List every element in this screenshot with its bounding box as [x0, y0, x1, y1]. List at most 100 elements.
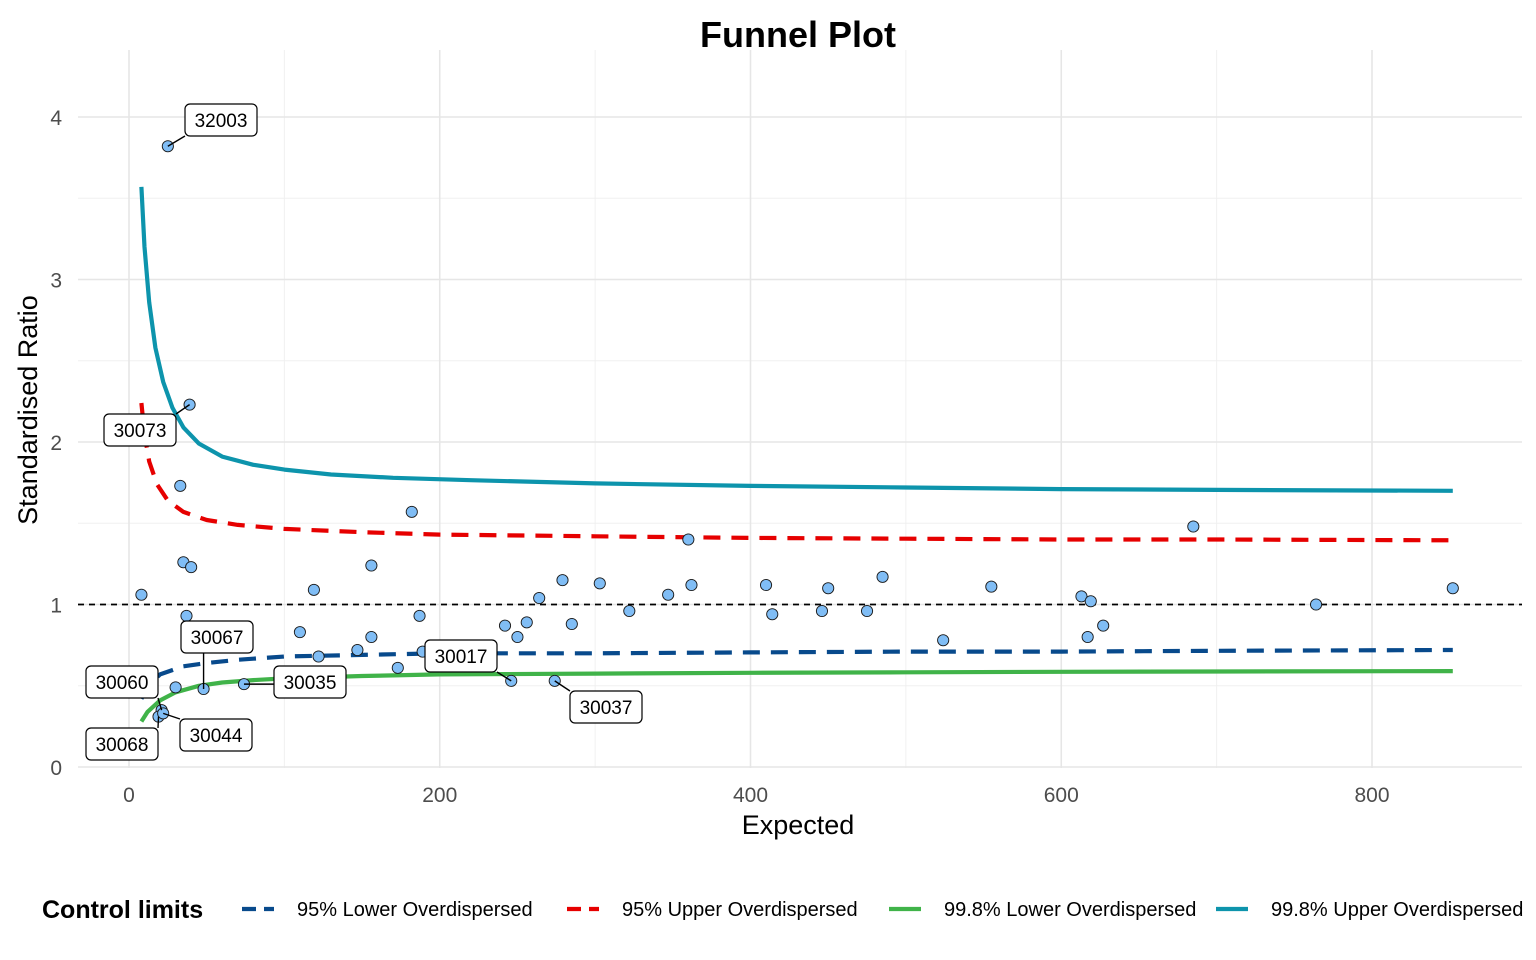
point-label-text: 30073	[114, 421, 167, 442]
grid-lines	[78, 50, 1522, 768]
point-label-text: 30035	[284, 673, 337, 694]
point-label: 32003	[184, 103, 258, 137]
data-point	[593, 577, 606, 590]
point-label-text: 30037	[580, 698, 633, 719]
point-label-box	[569, 690, 643, 724]
data-point	[766, 608, 779, 621]
point-label-box	[180, 620, 254, 654]
data-point	[822, 582, 835, 595]
data-point	[1187, 520, 1200, 533]
point-label: 30060	[85, 665, 159, 699]
label-leader-line	[162, 712, 181, 720]
data-point	[682, 533, 695, 546]
data-point	[937, 634, 950, 647]
point-labels: 32003 30073 30067 30060 30068 30044 30035 30017…	[85, 103, 643, 761]
x-tick-label: 200	[422, 784, 457, 807]
y-axis-title: Standardised Ratio	[13, 295, 43, 525]
legend: Control limits 95% Lower Overdispersed 95…	[42, 896, 1523, 924]
legend-title: Control limits	[42, 896, 203, 924]
data-point	[1097, 619, 1110, 632]
data-point	[174, 479, 187, 492]
data-point	[511, 630, 524, 644]
data-point	[876, 570, 889, 583]
x-tick-label: 800	[1354, 784, 1389, 807]
series-line-3	[139, 186, 1453, 493]
data-point	[293, 626, 306, 639]
point-label: 30073	[103, 413, 177, 447]
data-point	[365, 630, 378, 644]
data-point	[312, 650, 325, 663]
point-label-text: 32003	[195, 111, 248, 132]
point-label: 30067	[180, 620, 254, 654]
data-point	[351, 643, 364, 657]
point-label-box	[85, 727, 159, 761]
series-line-1	[139, 402, 1453, 543]
label-leader-line	[157, 716, 160, 729]
legend-item: 95% Upper Overdispersed	[567, 899, 858, 921]
point-label: 30044	[179, 718, 253, 752]
data-point	[565, 617, 578, 631]
point-label-box	[184, 103, 258, 137]
series-line-0	[139, 647, 1453, 700]
legend-label: 99.8% Lower Overdispersed	[944, 899, 1196, 921]
data-point	[391, 661, 404, 674]
point-label-box	[179, 718, 253, 752]
data-point	[498, 619, 512, 632]
y-tick-label: 1	[50, 595, 62, 618]
legend-item: 99.8% Upper Overdispersed	[1216, 899, 1523, 921]
label-leader-line	[554, 680, 571, 692]
x-tick-label: 400	[733, 784, 768, 807]
data-point	[815, 604, 829, 618]
point-label-text: 30067	[191, 628, 244, 649]
chart-title: Funnel Plot	[700, 14, 896, 55]
point-label-text: 30068	[96, 735, 149, 756]
legend-item: 99.8% Lower Overdispersed	[889, 899, 1196, 921]
y-axis-ticks: 0 1 2 3 4	[50, 107, 62, 780]
legend-item: 95% Lower Overdispersed	[242, 899, 533, 921]
legend-label: 99.8% Upper Overdispersed	[1271, 899, 1523, 921]
data-point	[1446, 582, 1459, 595]
data-point	[180, 609, 193, 622]
point-label: 30035	[273, 665, 347, 699]
data-point	[759, 578, 773, 592]
point-label-text: 30060	[96, 673, 149, 694]
data-point	[533, 591, 546, 605]
y-tick-label: 3	[50, 270, 62, 293]
point-label-text: 30017	[435, 647, 488, 668]
x-tick-label: 0	[123, 784, 135, 807]
label-leader-line	[167, 135, 186, 147]
data-point	[556, 574, 569, 587]
data-point	[413, 609, 426, 622]
point-label-box	[103, 413, 177, 447]
data-point	[860, 604, 874, 618]
point-label-box	[273, 665, 347, 699]
data-point	[985, 580, 998, 593]
point-label-text: 30044	[190, 726, 243, 747]
point-label: 30017	[424, 639, 498, 673]
data-point	[685, 578, 698, 592]
y-tick-label: 0	[50, 757, 62, 780]
x-tick-label: 600	[1044, 784, 1079, 807]
data-point	[185, 561, 198, 574]
point-label: 30068	[85, 727, 159, 761]
data-point	[1084, 595, 1097, 608]
y-tick-label: 2	[50, 432, 62, 455]
data-point	[169, 681, 182, 694]
data-point	[1075, 590, 1088, 603]
data-point	[662, 588, 675, 601]
data-point	[1081, 630, 1094, 644]
data-point	[307, 583, 320, 596]
point-label-box	[424, 639, 498, 673]
y-tick-label: 4	[50, 107, 62, 130]
data-point	[405, 505, 418, 518]
data-point	[520, 616, 533, 629]
data-point	[623, 604, 636, 618]
data-point	[135, 588, 148, 601]
data-point	[365, 559, 378, 572]
legend-label: 95% Upper Overdispersed	[622, 899, 858, 921]
point-label: 30037	[569, 690, 643, 724]
data-points	[135, 140, 1459, 723]
legend-label: 95% Lower Overdispersed	[297, 899, 533, 921]
label-leader-line	[496, 671, 512, 682]
